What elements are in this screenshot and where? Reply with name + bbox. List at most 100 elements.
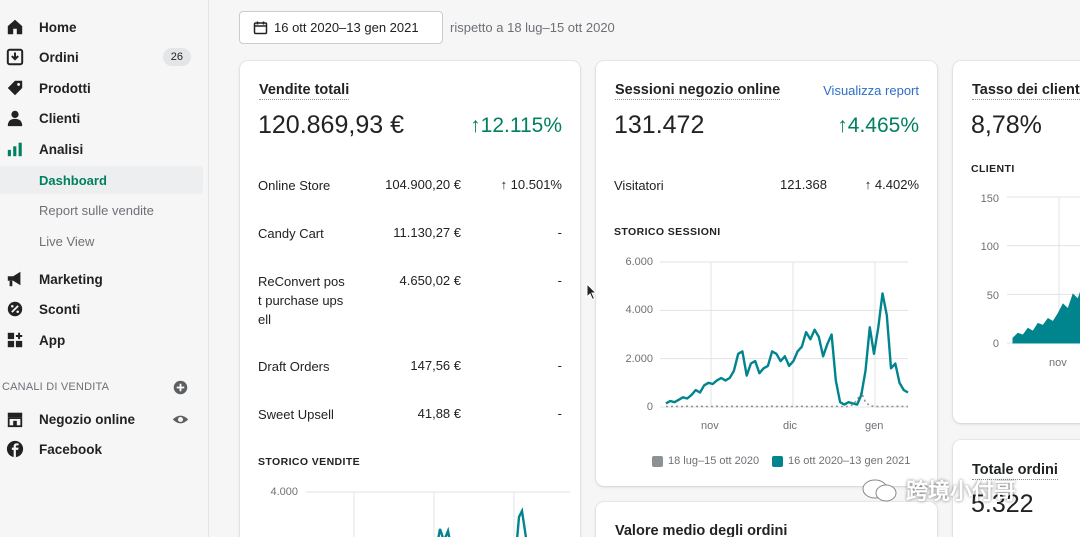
- legend-label: 18 lug–15 ott 2020: [668, 455, 760, 467]
- aov-title[interactable]: Valore medio degli ordini: [615, 523, 787, 537]
- sessions-history-title: STORICO SESSIONI: [614, 226, 721, 238]
- legend-swatch: [772, 455, 783, 467]
- home-icon: [7, 19, 23, 35]
- customers-subhead: CLIENTI: [971, 163, 1015, 175]
- legend-current: 16 ott 2020–13 gen 2021: [772, 455, 910, 467]
- customers-chart: [1007, 196, 1080, 344]
- store-icon: [7, 412, 23, 428]
- nav-products[interactable]: Prodotti: [0, 74, 203, 102]
- nav-products-label: Prodotti: [39, 80, 91, 96]
- sales-axis-tick: 4.000: [270, 486, 298, 498]
- average-order-value-card: Valore medio degli ordini: [596, 502, 937, 537]
- nav-analytics[interactable]: Analisi: [0, 135, 203, 163]
- visitors-label: Visitatori: [614, 178, 664, 193]
- conversion-rate-card: Tasso dei clienti 8,78% CLIENTI 150 100 …: [953, 61, 1080, 423]
- sales-row-value: 147,56 €: [410, 358, 461, 373]
- wechat-icon: [862, 479, 897, 502]
- y-tick-label: 0: [992, 338, 999, 350]
- nav-discounts-label: Sconti: [39, 301, 81, 317]
- sales-history-title: STORICO VENDITE: [258, 456, 361, 468]
- y-tick-label: 150: [980, 193, 999, 205]
- total-sales-card: Vendite totali 120.869,93 € ↑12.115% Onl…: [240, 61, 580, 537]
- sessions-value: 131.472: [614, 111, 705, 139]
- watermark: 跨境小付哥: [860, 474, 1016, 506]
- nav-sales-report-label: Report sulle vendite: [39, 202, 154, 218]
- nav-customers[interactable]: Clienti: [0, 104, 203, 132]
- facebook-icon: [6, 440, 24, 458]
- legend-previous: 18 lug–15 ott 2020: [652, 455, 759, 467]
- compare-period-text: rispetto a 18 lug–15 ott 2020: [450, 20, 615, 35]
- series-line-current: [665, 292, 909, 406]
- sales-history-chart: [306, 491, 570, 537]
- total-orders-card: Totale ordini 5.322: [953, 440, 1080, 537]
- nav-apps-label: App: [39, 332, 66, 348]
- visitors-value: 121.368: [780, 177, 827, 192]
- y-tick-label: 0: [646, 401, 653, 413]
- visitors-change: ↑ 4.402%: [864, 177, 919, 192]
- calendar-icon: [253, 21, 268, 35]
- nav-live-view[interactable]: Live View: [0, 227, 203, 255]
- sales-row-value: 41,88 €: [417, 406, 461, 421]
- person-icon: [7, 110, 23, 127]
- sales-row-value: 4.650,02 €: [399, 273, 461, 288]
- total-orders-title[interactable]: Totale ordini: [972, 462, 1058, 480]
- discount-icon: [7, 301, 23, 317]
- sales-history-line: [437, 507, 528, 537]
- total-sales-value: 120.869,93 €: [258, 111, 404, 139]
- date-range-label: 16 ott 2020–13 gen 2021: [274, 20, 419, 35]
- nav-online-store-label: Negozio online: [39, 411, 135, 427]
- legend-label: 16 ott 2020–13 gen 2021: [788, 455, 911, 467]
- nav-online-store[interactable]: Negozio online: [0, 405, 203, 433]
- sidebar: Home Ordini 26 Prodotti Clienti Analisi …: [0, 0, 209, 537]
- legend-swatch: [652, 455, 663, 467]
- nav-orders[interactable]: Ordini 26: [0, 43, 203, 71]
- megaphone-icon: [7, 271, 21, 287]
- nav-dashboard[interactable]: Dashboard: [0, 166, 203, 194]
- customers-area: [1012, 291, 1080, 344]
- sales-row-change: -: [557, 358, 562, 373]
- sales-row-label: ReConvert pos t purchase ups ell: [258, 274, 345, 327]
- x-tick-label: dic: [783, 420, 798, 432]
- nav-marketing-label: Marketing: [39, 271, 103, 287]
- nav-home[interactable]: Home: [0, 13, 203, 41]
- eye-icon[interactable]: [172, 411, 189, 428]
- nav-discounts[interactable]: Sconti: [0, 295, 203, 323]
- nav-live-view-label: Live View: [39, 233, 95, 249]
- sales-row-value: 11.130,27 €: [393, 225, 461, 240]
- y-tick-label: 50: [986, 290, 999, 302]
- tag-icon: [7, 80, 23, 96]
- nav-marketing[interactable]: Marketing: [0, 265, 203, 293]
- nav-facebook[interactable]: Facebook: [0, 435, 203, 463]
- sales-row-change: -: [557, 225, 562, 240]
- y-tick-label: 6.000: [625, 256, 653, 268]
- mouse-cursor-icon: [586, 283, 598, 301]
- x-tick-label: nov: [701, 420, 719, 432]
- y-tick-label: 2.000: [625, 353, 653, 365]
- sales-row-label: Candy Cart: [258, 226, 324, 241]
- sales-row-label: Sweet Upsell: [258, 407, 334, 422]
- nav-sales-report[interactable]: Report sulle vendite: [0, 196, 203, 224]
- sessions-history-chart: [660, 261, 909, 408]
- sales-channels-title: CANALI DI VENDITA: [2, 381, 110, 393]
- sessions-change: ↑4.465%: [837, 114, 919, 137]
- watermark-text: 跨境小付哥: [906, 479, 1017, 504]
- sales-row-change: -: [557, 273, 562, 288]
- add-channel-icon[interactable]: [173, 380, 188, 395]
- total-sales-title[interactable]: Vendite totali: [259, 82, 350, 100]
- sales-row-label: Online Store: [258, 178, 331, 193]
- sessions-title[interactable]: Sessioni negozio online: [615, 82, 781, 100]
- view-report-link[interactable]: Visualizza report: [823, 83, 919, 98]
- nav-dashboard-label: Dashboard: [39, 172, 107, 188]
- conversion-title[interactable]: Tasso dei clienti: [972, 82, 1080, 100]
- orders-count-badge: 26: [162, 48, 191, 66]
- apps-icon: [7, 332, 23, 348]
- bar-chart-icon: [7, 142, 22, 157]
- nav-apps[interactable]: App: [0, 326, 203, 354]
- date-range-button[interactable]: 16 ott 2020–13 gen 2021: [239, 11, 443, 44]
- nav-orders-label: Ordini: [39, 49, 79, 65]
- total-sales-change: ↑12.115%: [470, 114, 562, 137]
- nav-home-label: Home: [39, 19, 77, 35]
- y-tick-label: 100: [980, 241, 999, 253]
- orders-icon: [6, 48, 24, 66]
- sales-row-label: Draft Orders: [258, 359, 330, 374]
